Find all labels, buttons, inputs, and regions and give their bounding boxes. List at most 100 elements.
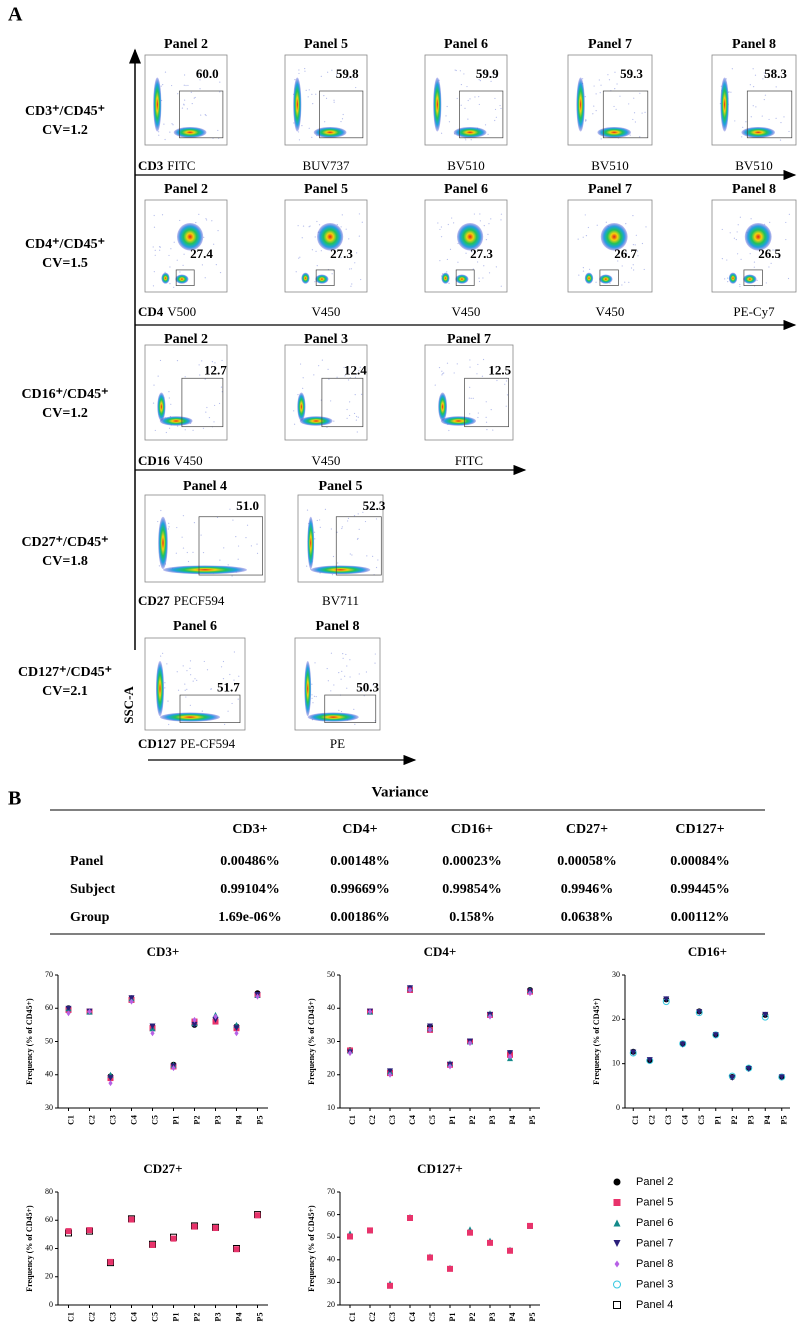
event-dot (774, 249, 776, 251)
density-blob (316, 223, 344, 251)
event-dot (613, 105, 615, 108)
event-dot (615, 108, 617, 110)
event-dot (736, 231, 738, 233)
density-blob (720, 77, 729, 132)
event-dot (315, 93, 317, 95)
chart-title: CD4+ (424, 944, 457, 959)
event-dot (158, 246, 161, 248)
event-dot (478, 103, 480, 106)
event-dot (298, 72, 300, 75)
event-dot (347, 520, 349, 522)
event-dot (348, 414, 351, 417)
event-dot (472, 268, 474, 270)
table-cell: 1.69e-06% (218, 910, 281, 925)
event-dot (231, 702, 233, 705)
event-dot (184, 689, 186, 691)
channel-name: FITC (455, 453, 483, 468)
point (234, 1030, 239, 1037)
x-tick-label: P4 (234, 1313, 243, 1322)
event-dot (600, 138, 602, 140)
event-dot (295, 271, 297, 273)
x-tick-label: C3 (108, 1312, 117, 1322)
event-dot (644, 111, 646, 113)
event-dot (219, 91, 221, 93)
panel-title: Panel 5 (319, 479, 363, 494)
y-axis-label: Frequency (% of CD45+) (25, 1205, 34, 1292)
event-dot (305, 89, 307, 91)
point (128, 1216, 135, 1223)
event-dot (219, 271, 222, 274)
y-tick-label: 50 (45, 1036, 53, 1045)
event-dot (173, 286, 175, 288)
event-dot (482, 277, 484, 279)
table-header: CD27+ (566, 822, 608, 837)
y-tick-label: 40 (327, 1003, 335, 1012)
event-dot (185, 696, 187, 698)
event-dot (183, 74, 186, 76)
event-dot (785, 238, 787, 241)
event-dot (324, 508, 327, 510)
event-dot (374, 653, 376, 655)
event-dot (358, 370, 360, 372)
event-dot (158, 134, 160, 136)
event-dot (159, 249, 161, 251)
event-dot (153, 226, 156, 228)
event-dot (309, 225, 311, 227)
table-cell: 0.00084% (670, 854, 730, 869)
density-blob (584, 272, 594, 284)
event-dot (200, 114, 202, 116)
legend-symbol (613, 1199, 621, 1206)
gate (602, 90, 649, 139)
event-dot (199, 374, 201, 376)
axis-label: CD16 V450 (138, 453, 203, 468)
event-dot (625, 223, 627, 225)
event-dot (779, 139, 782, 141)
point (65, 1005, 72, 1012)
marker-name: CD16 (138, 453, 170, 468)
gate (175, 269, 195, 286)
x-tick-label: C3 (388, 1115, 397, 1125)
y-tick-label: 20 (327, 1300, 335, 1309)
event-dot (206, 669, 209, 671)
y-tick-label: 40 (45, 1243, 53, 1252)
row-label: CD3⁺/CD45⁺ (25, 104, 105, 119)
point (487, 1013, 493, 1020)
gate (179, 90, 224, 139)
event-dot (231, 575, 233, 577)
event-dot (205, 218, 207, 220)
event-dot (500, 107, 502, 110)
gate (459, 90, 504, 139)
point (171, 1065, 176, 1072)
event-dot (726, 259, 728, 261)
event-dot (173, 241, 175, 243)
event-dot (191, 102, 193, 105)
point (254, 1212, 261, 1219)
event-dot (327, 680, 329, 682)
row-label: CD127⁺/CD45⁺ (18, 665, 112, 680)
event-dot (768, 253, 770, 255)
event-dot (184, 683, 186, 685)
point (150, 1030, 155, 1037)
point (170, 1235, 177, 1242)
event-dot (737, 224, 739, 226)
event-dot (595, 110, 597, 112)
event-dot (448, 429, 450, 432)
event-dot (477, 412, 479, 414)
plot-frame (144, 344, 228, 441)
density-blob (741, 126, 775, 138)
event-dot (204, 378, 206, 380)
event-dot (721, 258, 723, 260)
y-tick-label: 70 (45, 970, 53, 979)
event-dot (311, 93, 313, 95)
event-dot (338, 709, 340, 711)
x-tick-label: P2 (730, 1116, 739, 1125)
event-dot (584, 95, 586, 98)
point (712, 1032, 719, 1039)
density-blob (600, 223, 628, 251)
event-dot (350, 268, 353, 270)
event-dot (237, 698, 239, 700)
channel-name: BV510 (735, 158, 773, 173)
gate-percent: 51.7 (217, 680, 240, 695)
event-dot (336, 74, 338, 76)
event-dot (478, 277, 480, 279)
